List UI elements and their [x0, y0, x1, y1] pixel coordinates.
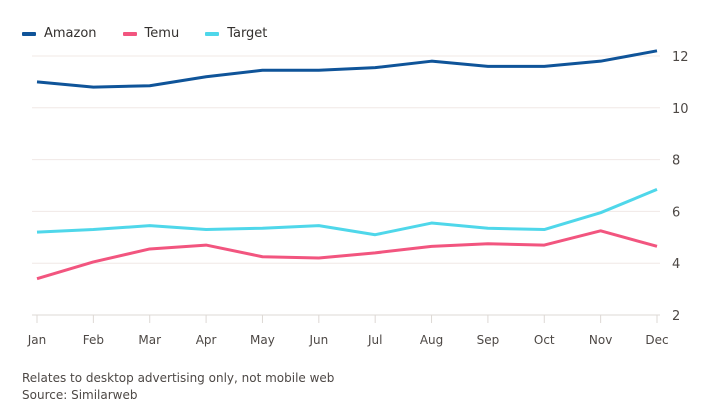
legend-item-amazon: Amazon [22, 26, 97, 41]
legend-item-target: Target [205, 26, 267, 41]
y-tick-label: 8 [672, 154, 680, 169]
plot-area: 2 4 6 8 10 12 Jan Feb Mar Apr May Jun Jul Aug Sep Oct No… [27, 49, 689, 347]
y-tick-label: 6 [672, 205, 680, 220]
x-tick-label: Jan [27, 333, 47, 347]
legend-swatch-amazon [22, 31, 36, 36]
x-tick-label: Oct [534, 333, 555, 347]
y-tick-label: 2 [672, 309, 680, 324]
x-tick-label: Apr [196, 333, 217, 347]
x-tick-label: Mar [138, 333, 161, 347]
legend-label-temu: Temu [144, 26, 180, 41]
legend-swatch-temu [122, 31, 137, 36]
x-tick-label: Aug [420, 333, 443, 347]
x-tick-label: May [250, 333, 275, 347]
y-tick-label: 4 [672, 257, 680, 272]
series-line-amazon [36, 49, 658, 89]
x-tick-label: Sep [477, 333, 500, 347]
legend-label-amazon: Amazon [44, 26, 97, 41]
x-tick-label: Jul [367, 333, 382, 347]
x-tick-label: Dec [645, 333, 668, 347]
legend-swatch-target [205, 31, 220, 36]
x-tick-label: Nov [589, 333, 612, 347]
footnote: Relates to desktop advertising only, not… [22, 371, 335, 385]
x-tick-label: Jun [308, 333, 328, 347]
legend: Amazon Temu Target [22, 26, 267, 41]
x-tick-label: Feb [83, 333, 104, 347]
source-note: Source: Similarweb [22, 388, 138, 402]
legend-label-target: Target [227, 26, 268, 41]
y-tick-label: 10 [672, 102, 689, 117]
series-line-target [36, 187, 658, 237]
series-line-temu [36, 229, 658, 281]
y-tick-label: 12 [672, 50, 689, 65]
legend-item-temu: Temu [122, 26, 180, 41]
